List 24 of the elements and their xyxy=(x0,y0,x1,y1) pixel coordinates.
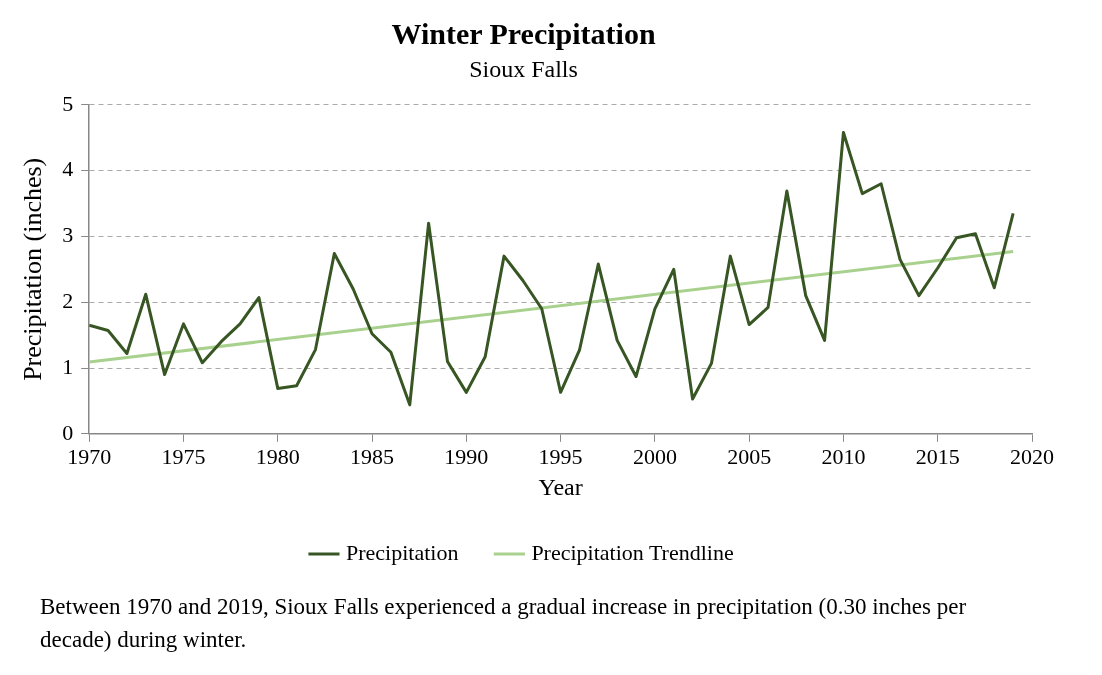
text: Between 1970 and 2019, Sioux Falls experienced a gradual increase in precipitation (0.30 inches per decade) during winter. xyxy=(40,593,968,654)
y-tick-label: 3 xyxy=(62,222,74,248)
x-tick-label: 2020 xyxy=(1010,443,1054,469)
x-tick-label: 1970 xyxy=(67,443,112,469)
x-tick-label: 2015 xyxy=(915,443,960,469)
legend-label: Precipitation Trendline xyxy=(531,539,734,565)
x-tick-label: 1990 xyxy=(444,443,489,469)
y-tick-label: 2 xyxy=(62,287,74,313)
y-tick-label: 0 xyxy=(62,419,74,445)
y-axis-title: Precipitation (inches) xyxy=(18,157,48,381)
chart-subtitle: Sioux Falls xyxy=(469,55,578,82)
x-tick-label: 1975 xyxy=(161,443,206,469)
legend-label: Precipitation xyxy=(345,539,459,565)
chart-title: Winter Precipitation xyxy=(391,16,656,50)
x-tick-label: 1985 xyxy=(350,443,395,469)
y-tick-label: 4 xyxy=(62,156,74,182)
x-tick-label: 2000 xyxy=(632,443,677,469)
x-tick-label: 1995 xyxy=(538,443,583,469)
x-tick-label: 2005 xyxy=(727,443,772,469)
y-tick-label: 1 xyxy=(62,353,74,379)
y-tick-label: 5 xyxy=(62,90,74,116)
x-tick-label: 1980 xyxy=(255,443,300,469)
x-tick-label: 2010 xyxy=(821,443,866,469)
x-axis-title: Year xyxy=(538,473,583,500)
